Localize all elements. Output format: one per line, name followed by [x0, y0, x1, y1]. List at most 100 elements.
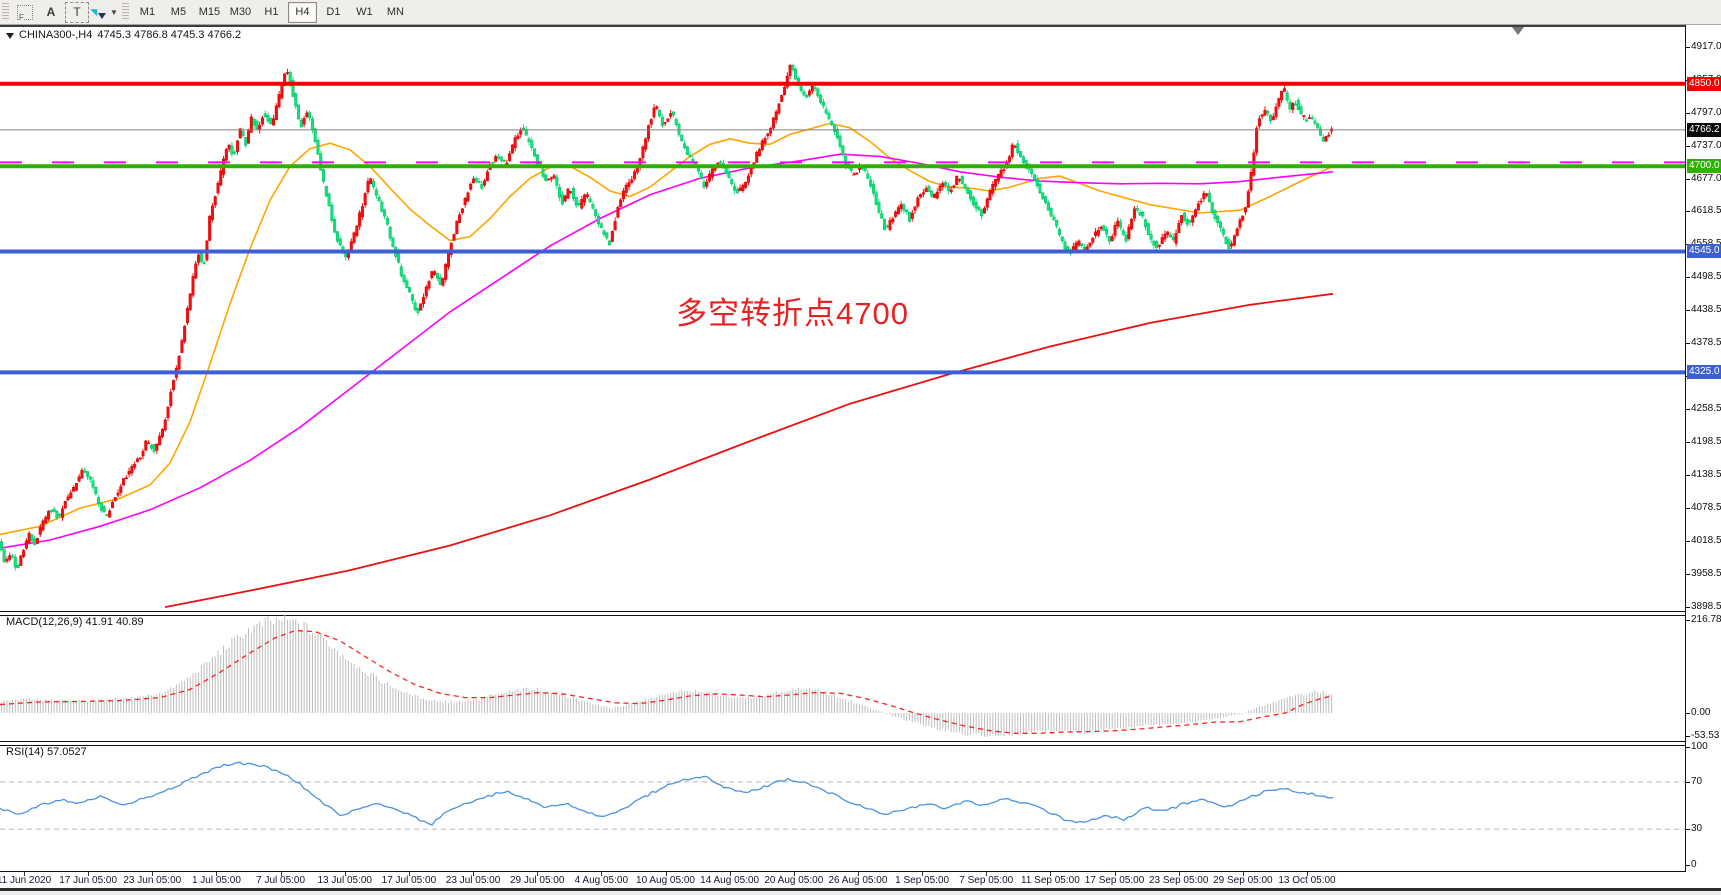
bear-candle	[571, 187, 575, 199]
bull-candle	[1088, 242, 1092, 247]
horizontal-scrollbar[interactable]	[0, 888, 1721, 891]
bear-candle	[805, 95, 809, 98]
chart-shift-marker[interactable]	[1512, 27, 1524, 35]
bull-candle	[5, 559, 9, 562]
bull-candle	[641, 146, 645, 159]
bear-candle	[799, 86, 803, 91]
macd-canvas[interactable]	[0, 613, 1685, 741]
timeframe-button-m5[interactable]: M5	[170, 6, 187, 18]
bull-candle	[1113, 225, 1117, 236]
time-axis-label: 13 Jul 05:00	[317, 875, 373, 886]
timeframe-button-h4[interactable]: H4	[287, 1, 317, 23]
bear-candle	[1266, 111, 1270, 114]
bear-candle	[1052, 216, 1056, 221]
bull-candle	[1110, 236, 1114, 241]
bull-candle	[616, 207, 620, 218]
bull-candle	[169, 391, 173, 406]
bear-candle	[241, 131, 245, 137]
bear-candle	[1310, 117, 1314, 119]
rsi-line	[0, 761, 1334, 826]
timeframe-button-w1[interactable]: W1	[356, 6, 373, 18]
bear-candle	[1060, 236, 1064, 242]
bull-candle	[74, 483, 78, 491]
bear-candle	[1146, 223, 1150, 235]
bull-candle	[1166, 231, 1170, 235]
bull-candle	[483, 180, 487, 186]
bear-candle	[833, 125, 837, 132]
symbol-dropdown-icon[interactable]	[6, 33, 14, 39]
bear-candle	[880, 213, 884, 219]
timeframe-button-m15[interactable]: M15	[198, 6, 221, 18]
panel-separator[interactable]	[0, 611, 1721, 616]
bear-candle	[824, 109, 828, 114]
bear-candle	[294, 93, 298, 107]
rsi-canvas[interactable]	[0, 743, 1685, 871]
bull-candle	[563, 195, 567, 202]
text-label-button[interactable]: A	[39, 2, 63, 23]
bull-candle	[272, 118, 276, 126]
price-axis[interactable]: 4917.04857.04797.04737.04677.04618.54558…	[1685, 25, 1721, 888]
bear-candle	[13, 556, 17, 568]
axis-tick	[1686, 619, 1690, 621]
bear-candle	[30, 534, 34, 541]
toolbar-grip[interactable]	[121, 3, 129, 21]
toolbar-grip[interactable]	[2, 3, 9, 21]
bear-candle	[927, 186, 931, 193]
bear-candle	[907, 211, 911, 222]
bull-candle	[738, 187, 742, 192]
bear-candle	[1049, 207, 1053, 217]
axis-tick	[1686, 573, 1690, 575]
bull-candle	[566, 188, 570, 199]
bear-candle	[324, 186, 328, 197]
bull-candle	[449, 242, 453, 255]
price-badge-4325.0: 4325.0	[1687, 365, 1721, 380]
time-axis[interactable]: 11 Jun 2020 17 Jun 05:00 23 Jun 05:00 1 Jul…	[0, 872, 1721, 888]
bull-candle	[166, 406, 170, 418]
bull-candle	[274, 105, 278, 121]
bull-candle	[546, 178, 550, 181]
macd-indicator-label: MACD(12,26,9) 41.91 40.89	[6, 616, 144, 628]
bull-candle	[919, 193, 923, 198]
bear-candle	[338, 238, 342, 246]
timeframe-button-h1[interactable]: H1	[264, 6, 279, 18]
bear-candle	[733, 186, 737, 191]
bear-candle	[58, 514, 62, 516]
timeframe-button-mn[interactable]: MN	[386, 6, 404, 18]
main-chart-canvas[interactable]	[0, 25, 1685, 612]
objects-button[interactable]: F	[13, 2, 37, 23]
bear-candle	[946, 185, 950, 191]
text-box-button[interactable]: T	[65, 1, 89, 23]
bull-candle	[1280, 90, 1284, 101]
bear-candle	[1019, 151, 1023, 158]
bear-candle	[383, 209, 387, 217]
timeframe-button-m30[interactable]: M30	[229, 6, 252, 18]
time-axis-tick	[986, 872, 988, 876]
timeframe-button-d1[interactable]: D1	[326, 6, 341, 18]
bull-candle	[652, 107, 656, 118]
bull-candle	[1096, 230, 1100, 236]
bear-candle	[388, 226, 392, 239]
panel-separator[interactable]	[0, 741, 1721, 746]
time-axis-tick	[1178, 872, 1180, 876]
bear-candle	[869, 179, 873, 187]
bear-candle	[1144, 219, 1148, 228]
timeframe-button-m1[interactable]: M1	[139, 6, 156, 18]
bull-candle	[469, 183, 473, 190]
bear-candle	[1138, 212, 1142, 216]
bull-candle	[666, 118, 670, 122]
bull-candle	[141, 451, 145, 457]
bull-candle	[996, 173, 1000, 182]
bear-candle	[1319, 128, 1323, 136]
bear-candle	[591, 204, 595, 209]
bull-candle	[610, 230, 614, 242]
bear-candle	[502, 160, 506, 162]
bear-candle	[99, 502, 103, 511]
bull-candle	[513, 137, 517, 149]
bull-candle	[1157, 244, 1161, 247]
bear-candle	[152, 444, 156, 452]
arrows-button[interactable]: ▼	[90, 2, 119, 23]
bear-candle	[1035, 178, 1039, 186]
bear-candle	[480, 183, 484, 189]
time-axis-tick	[24, 872, 25, 876]
bear-candle	[2, 549, 6, 563]
